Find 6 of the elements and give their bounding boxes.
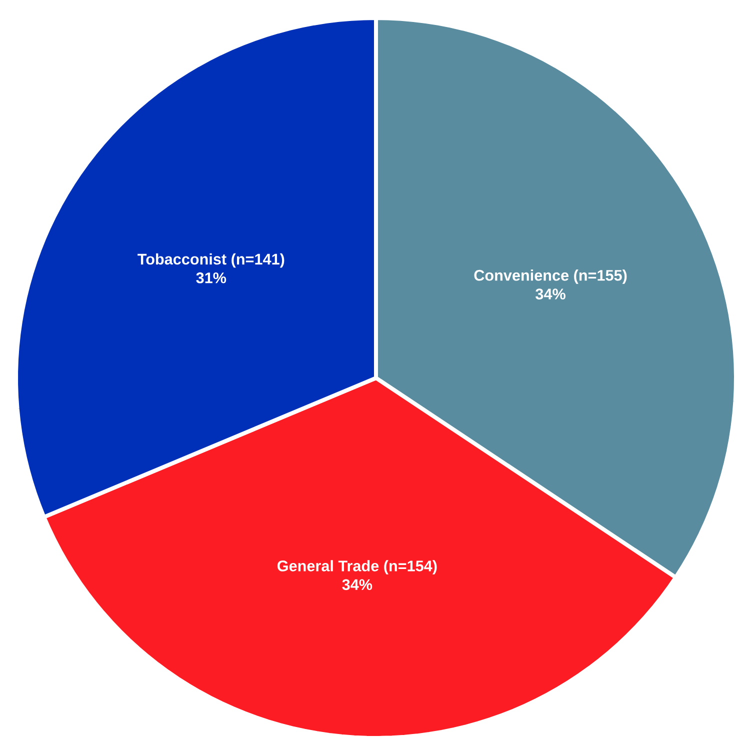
data-label: 31% [196, 272, 226, 284]
slice-label: Convenience (n=155) [474, 270, 627, 284]
data-label: 34% [342, 579, 372, 590]
slice-label: Tobacconist (n=141) [138, 253, 284, 268]
data-label: 34% [536, 288, 566, 300]
slice-label: General Trade (n=154) [277, 560, 437, 574]
